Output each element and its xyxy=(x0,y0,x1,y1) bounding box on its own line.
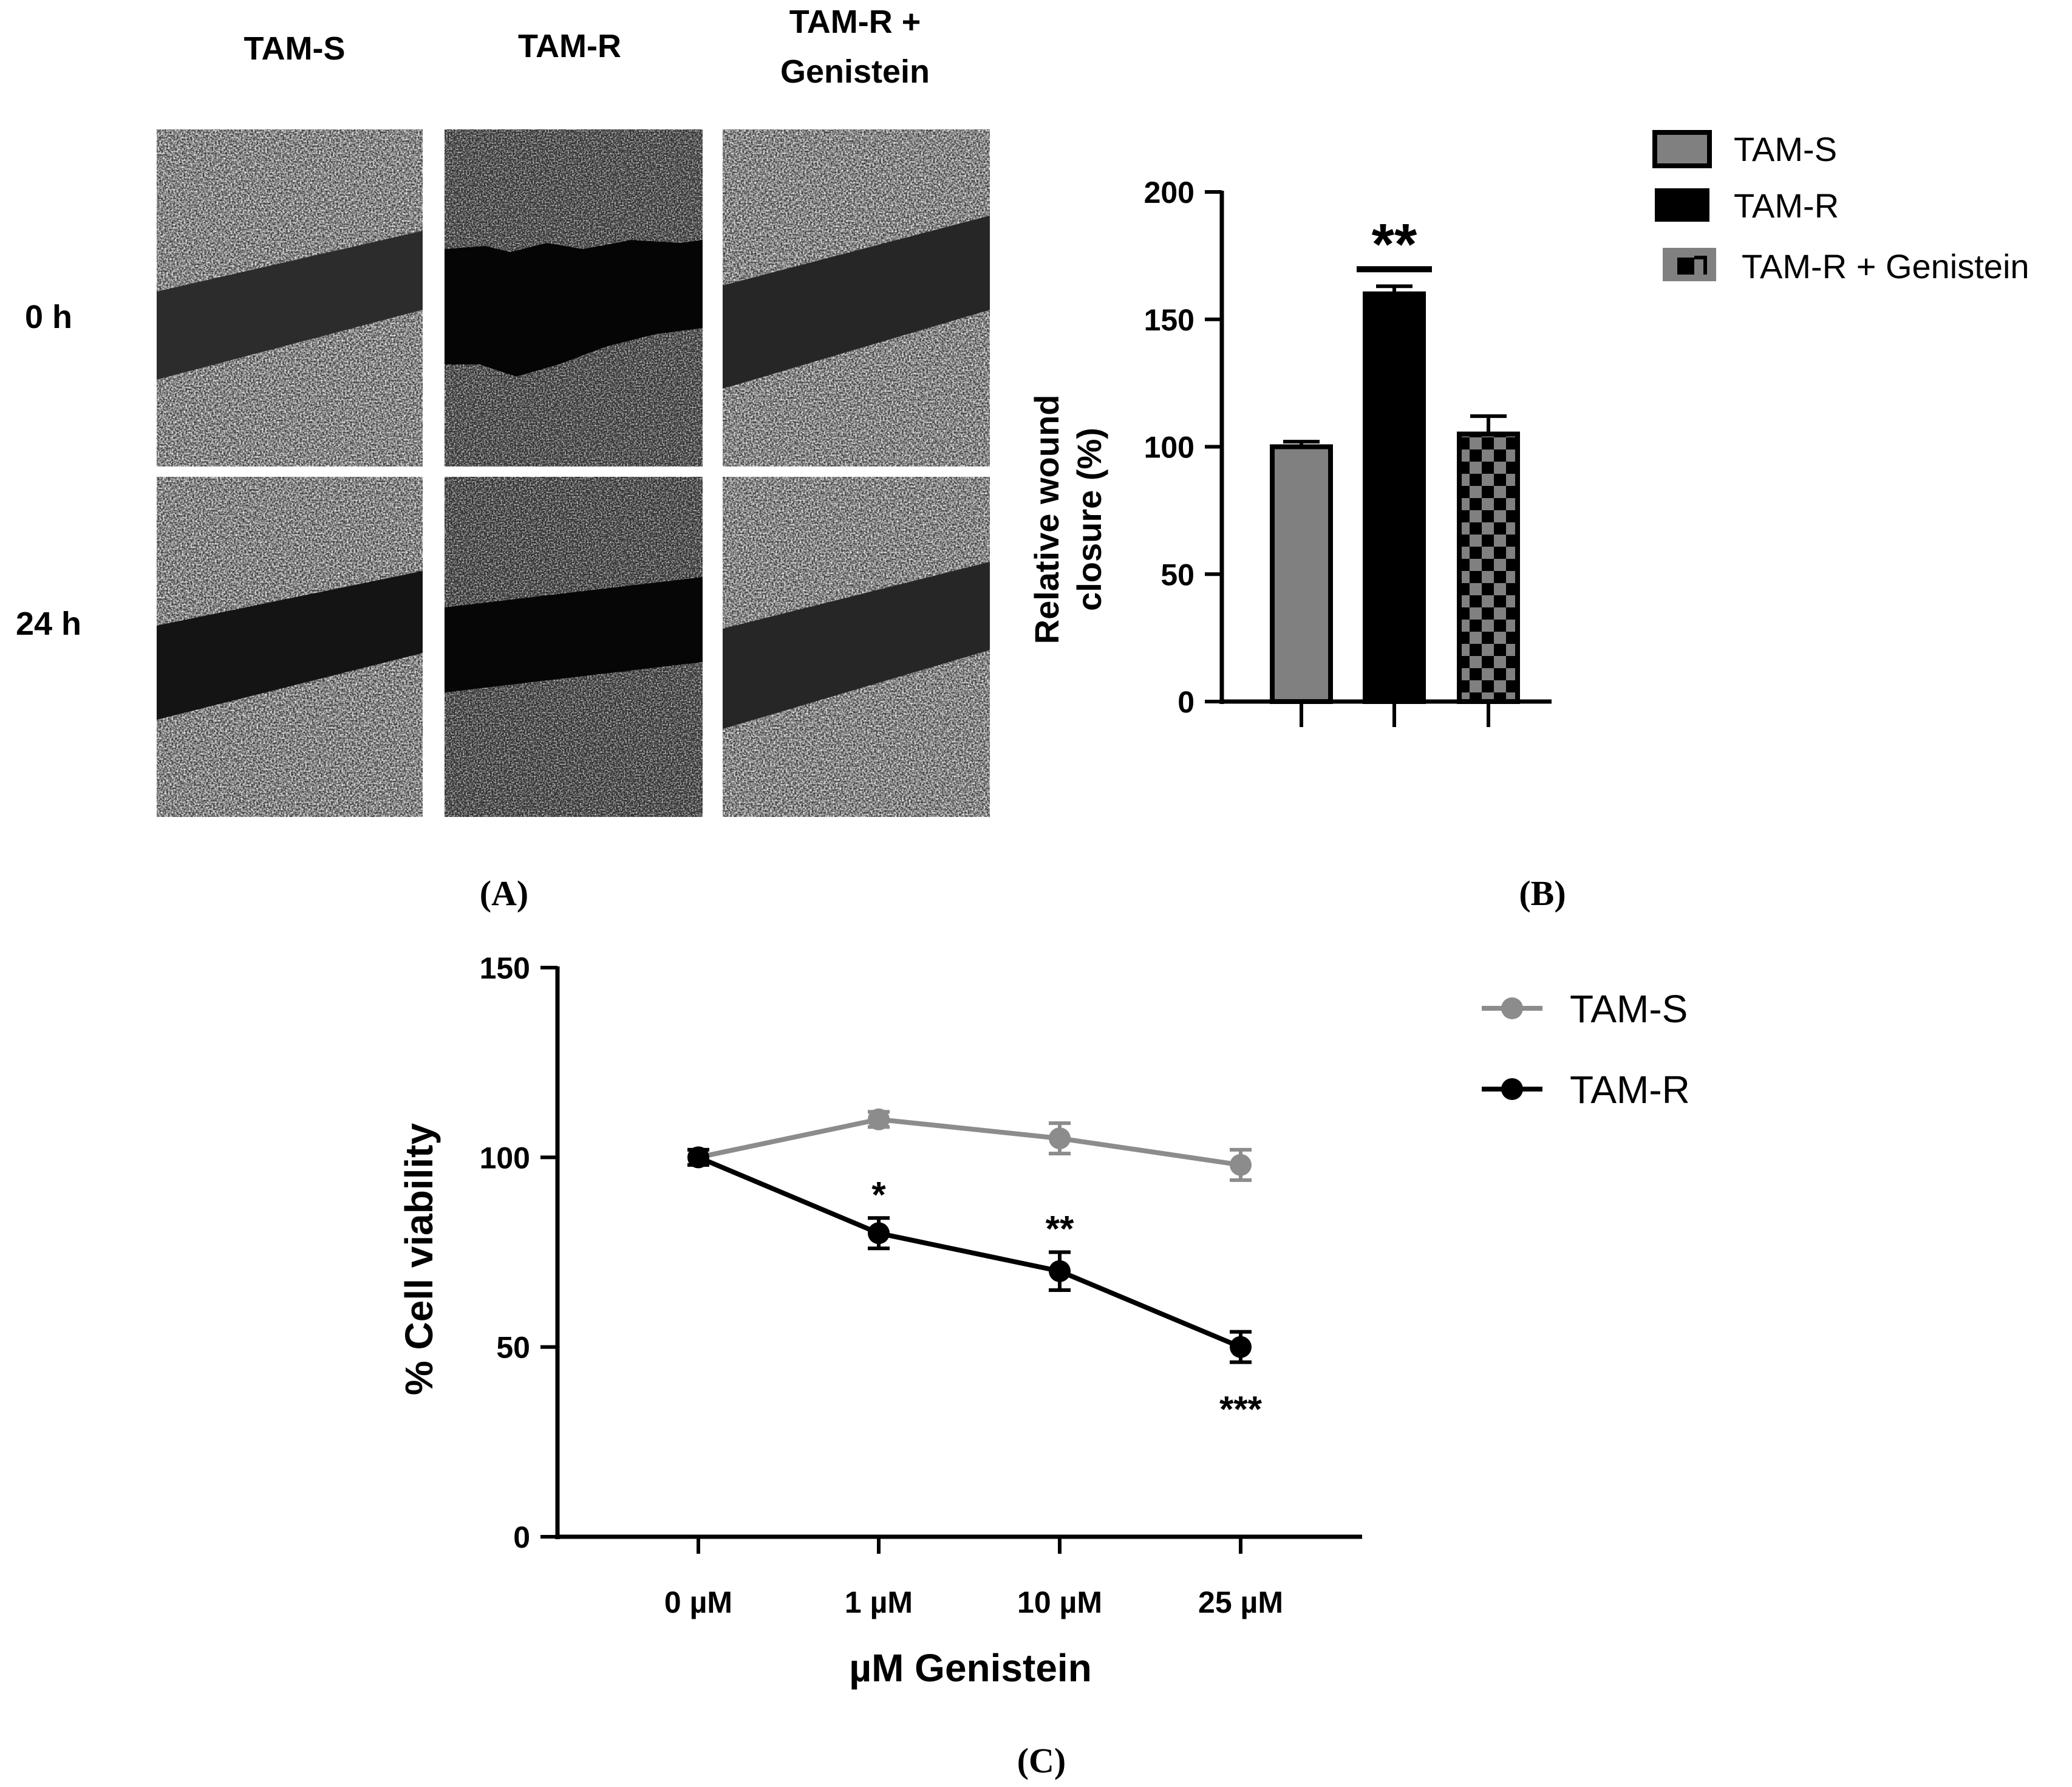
micrograph-tam-r-0h xyxy=(445,129,703,466)
series-1-point-2 xyxy=(1049,1260,1071,1282)
column-label-tam-r: TAM-R xyxy=(518,28,621,64)
panel-b-bar-chart: ** 0 50 100 150 200 Relative wound closure (… xyxy=(1027,130,2029,913)
y-axis-label-line-2: closure (%) xyxy=(1070,428,1108,611)
micrograph-tam-r-genistein-24h xyxy=(723,477,990,817)
y-tick-label-50: 50 xyxy=(496,1331,530,1365)
significance-label-1: * xyxy=(871,1174,886,1215)
micrograph-tam-s-24h xyxy=(157,477,423,817)
column-label-tam-r-plus: TAM-R + xyxy=(789,4,921,40)
series-0-point-1 xyxy=(868,1108,890,1130)
y-tick-label-100: 100 xyxy=(1144,431,1194,465)
bar-chart-legend: TAM-S TAM-R TAM-R + Genistein xyxy=(1652,130,2029,285)
row-label-0h: 0 h xyxy=(25,299,72,335)
y-tick-label-150: 150 xyxy=(480,951,530,985)
line-chart-series xyxy=(687,1108,1252,1364)
bar-2 xyxy=(1457,431,1520,705)
y-tick-label-100: 100 xyxy=(480,1141,530,1175)
significance-label: ** xyxy=(1372,212,1417,277)
line-chart-tick-labels: 0 50 100 150 0 µM 1 µM 10 µM 25 µM xyxy=(480,951,1283,1619)
legend-swatch-tam-s xyxy=(1652,130,1712,168)
y-tick-label-200: 200 xyxy=(1144,176,1194,210)
series-0 xyxy=(687,1108,1252,1182)
series-0-point-3 xyxy=(1230,1153,1252,1176)
y-tick-label-50: 50 xyxy=(1160,558,1194,592)
series-0-point-2 xyxy=(1049,1127,1071,1150)
series-1 xyxy=(687,1146,1252,1364)
panel-label-c: (C) xyxy=(1017,1741,1066,1780)
panel-a: TAM-S TAM-R TAM-R + Genistein 0 h 24 h xyxy=(16,4,990,913)
legend-marker-tam-r xyxy=(1501,1078,1523,1100)
significance-label-2: ** xyxy=(1046,1209,1074,1249)
row-label-24h: 24 h xyxy=(16,606,81,642)
legend-label-tam-r: TAM-R xyxy=(1734,186,1839,225)
x-tick-label-3: 25 µM xyxy=(1198,1585,1283,1619)
significance-label-3: *** xyxy=(1219,1389,1263,1430)
legend-label-tam-r-genistein: TAM-R + Genistein xyxy=(1742,247,2029,285)
column-label-tam-s: TAM-S xyxy=(244,30,346,67)
micrograph-tam-r-genistein-0h xyxy=(723,129,990,466)
series-1-point-1 xyxy=(868,1222,890,1245)
legend-label-tam-s: TAM-S xyxy=(1570,987,1688,1031)
bar-0 xyxy=(1270,444,1333,704)
y-axis-label-line-1: Relative wound xyxy=(1027,395,1066,644)
bar-chart-bars: ** xyxy=(1270,212,1520,705)
x-axis-label: µM Genistein xyxy=(849,1646,1092,1690)
bar-1 xyxy=(1363,291,1426,704)
micrograph-tam-s-0h xyxy=(157,129,423,466)
y-tick-label-150: 150 xyxy=(1144,303,1194,337)
x-tick-label-2: 10 µM xyxy=(1017,1585,1102,1619)
y-axis-label: % Cell viability xyxy=(397,1123,441,1396)
line-chart-axes xyxy=(540,966,1362,1554)
x-tick-label-0: 0 µM xyxy=(664,1585,732,1619)
legend-swatch-tam-r xyxy=(1655,188,1709,222)
line-chart-significance: ****** xyxy=(871,1174,1262,1429)
legend-label-tam-r: TAM-R xyxy=(1570,1068,1690,1112)
panel-label-b: (B) xyxy=(1519,873,1566,913)
series-1-point-3 xyxy=(1230,1336,1252,1358)
legend-marker-tam-s xyxy=(1501,997,1523,1019)
bar-chart-tick-labels: 0 50 100 150 200 xyxy=(1144,176,1194,719)
legend-label-tam-s: TAM-S xyxy=(1734,130,1837,168)
column-label-genistein: Genistein xyxy=(780,53,930,90)
line-chart-legend: TAM-S TAM-R xyxy=(1482,987,1690,1112)
panel-label-a: (A) xyxy=(480,873,529,913)
y-tick-label-0: 0 xyxy=(1177,685,1194,719)
series-line-1 xyxy=(697,1155,1242,1350)
bar-chart-y-axis-label: Relative wound closure (%) xyxy=(1027,395,1108,644)
series-line-0 xyxy=(698,1116,1241,1167)
series-1-point-0 xyxy=(687,1146,709,1169)
micrograph-tam-r-24h xyxy=(445,477,703,817)
y-tick-label-0: 0 xyxy=(513,1520,530,1554)
x-tick-label-1: 1 µM xyxy=(845,1585,913,1619)
